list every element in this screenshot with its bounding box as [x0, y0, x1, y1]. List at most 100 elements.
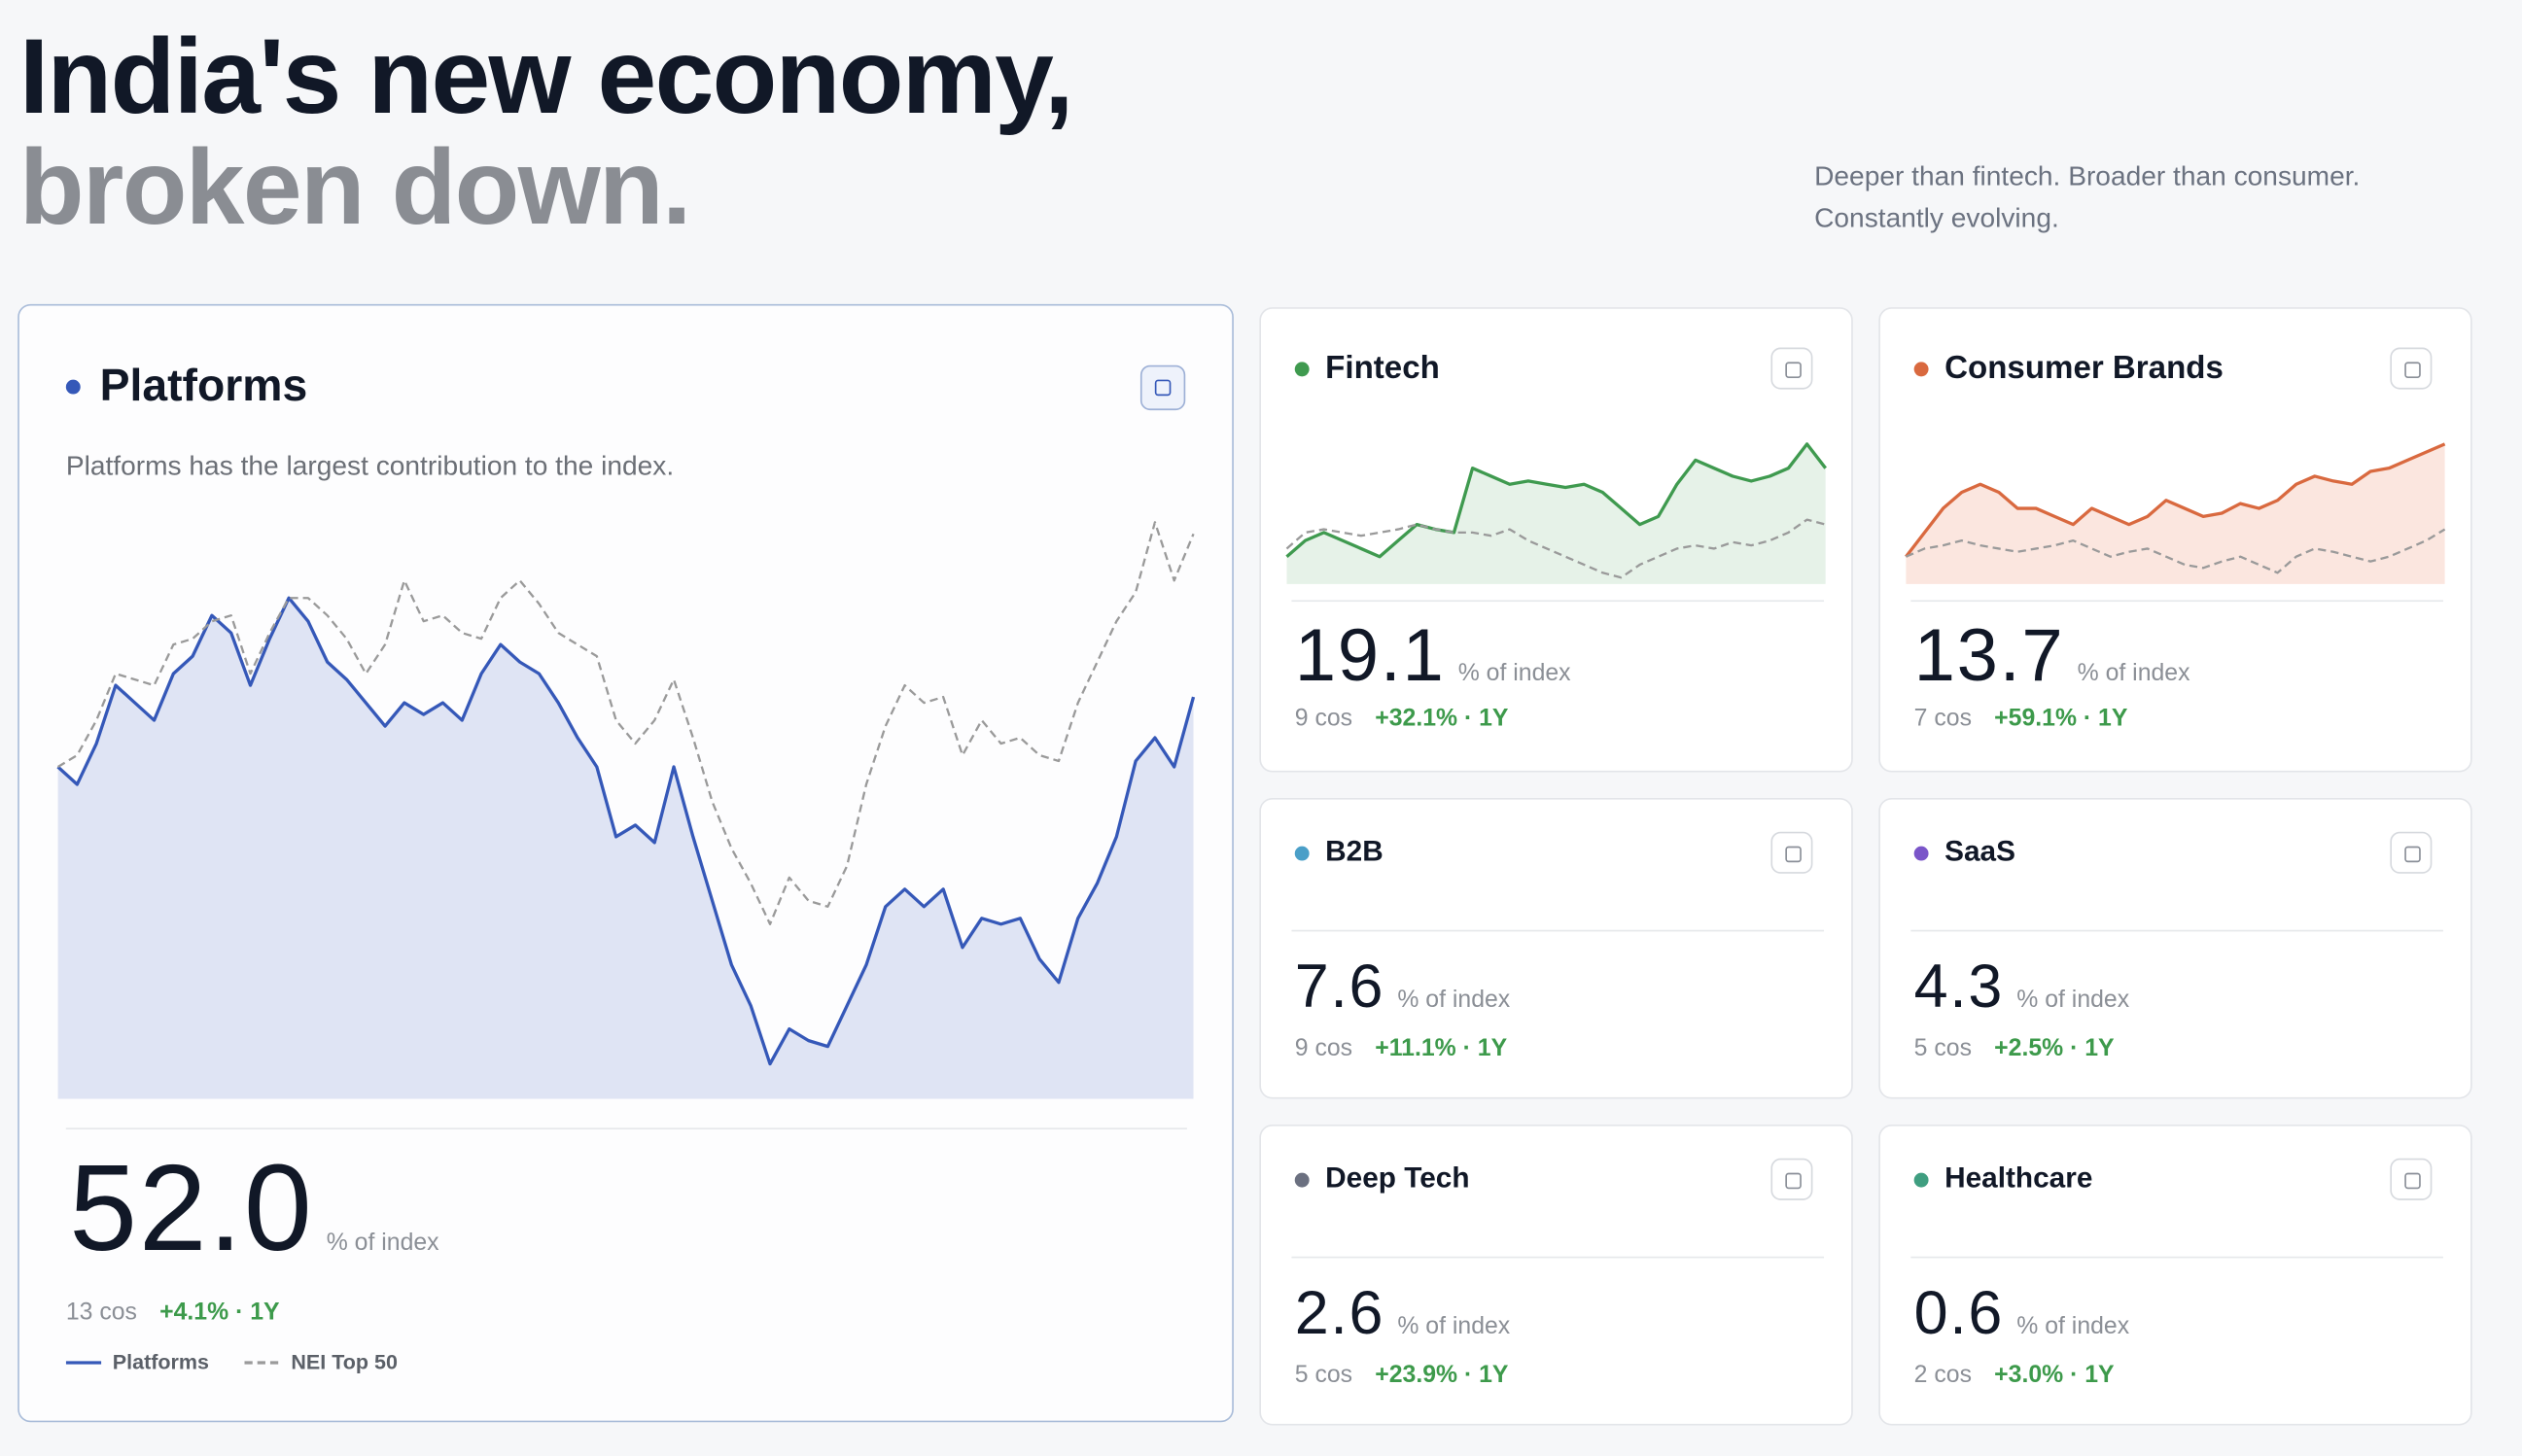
area	[1286, 443, 1826, 584]
sector-dot	[65, 379, 81, 395]
share-row: 19.1 % of index	[1295, 611, 1571, 698]
expand-button[interactable]	[2390, 347, 2433, 390]
change: +11.1% · 1Y	[1375, 1034, 1508, 1062]
share-value: 0.6	[1913, 1280, 2005, 1349]
tagline: Constantly evolving.	[1814, 202, 2059, 234]
company-count: 2 cos	[1913, 1361, 1972, 1389]
change: +32.1% · 1Y	[1375, 704, 1509, 733]
sector-dot	[1294, 846, 1310, 861]
share-value: 2.6	[1294, 1280, 1385, 1349]
series-line	[56, 596, 1196, 1066]
share-value: 4.3	[1913, 953, 2005, 1023]
area	[57, 598, 1194, 1099]
stats-row: 9 cos +32.1% · 1Y	[1295, 705, 1509, 732]
stats-row: 13 cos +4.1% · 1Y	[66, 1299, 280, 1326]
sector-card[interactable]: Consumer Brands 13.7 % of index 7 cos +59.1%…	[1878, 307, 2472, 773]
expand-button[interactable]	[2390, 831, 2433, 874]
featured-card[interactable]: Platforms Platforms has the largest contr…	[18, 303, 1234, 1423]
stats-row: 2 cos +3.0% · 1Y	[1914, 1361, 2115, 1388]
legend-swatch	[65, 1360, 102, 1364]
series-line	[1285, 442, 1827, 559]
change: +59.1% · 1Y	[1994, 704, 2128, 733]
legend: Platforms NEI Top 50	[65, 1349, 398, 1374]
sector-name: SaaS	[1944, 835, 2015, 868]
sector-card[interactable]: SaaS 4.3 % of index 5 cos +2.5% · 1Y	[1878, 798, 2472, 1099]
expand-button[interactable]	[1770, 347, 1813, 390]
share-row: 2.6 % of index	[1295, 1281, 1510, 1350]
benchmark-line	[1905, 528, 2446, 574]
change: +4.1% · 1Y	[159, 1298, 280, 1326]
share-row: 52.0 % of index	[69, 1139, 438, 1279]
sector-card[interactable]: Deep Tech 2.6 % of index 5 cos +23.9% · 1Y	[1259, 1125, 1853, 1426]
stats-row: 5 cos +2.5% · 1Y	[1914, 1034, 2115, 1061]
company-count: 9 cos	[1294, 704, 1353, 733]
chart	[1285, 442, 1827, 584]
expand-button[interactable]	[1139, 364, 1186, 411]
sector-dot	[1294, 1172, 1310, 1188]
change: +2.5% · 1Y	[1994, 1034, 2115, 1062]
series-line	[1905, 442, 2446, 558]
divider	[1291, 600, 1825, 603]
divider	[1291, 929, 1825, 932]
sector-name: Platforms	[99, 360, 308, 411]
share-unit: % of index	[1397, 986, 1511, 1014]
sector-dot	[1913, 362, 1929, 377]
headline: broken down.	[18, 126, 692, 247]
share-row: 13.7 % of index	[1914, 611, 2190, 698]
sector-name: Deep Tech	[1325, 1161, 1470, 1195]
sector-dot	[1913, 846, 1929, 861]
divider	[65, 1127, 1187, 1129]
legend-label: NEI Top 50	[291, 1349, 398, 1374]
company-count: 5 cos	[1913, 1034, 1972, 1062]
expand-button[interactable]	[2390, 1158, 2433, 1200]
share-unit: % of index	[1397, 1312, 1511, 1340]
stats-row: 5 cos +23.9% · 1Y	[1295, 1361, 1509, 1388]
stats-row: 9 cos +11.1% · 1Y	[1295, 1034, 1507, 1061]
chart	[1905, 442, 2446, 584]
sector-card[interactable]: Fintech 19.1 % of index 9 cos +32.1% · 1Y	[1259, 307, 1853, 773]
share-value: 52.0	[69, 1140, 314, 1278]
sector-name: Consumer Brands	[1944, 350, 2224, 387]
headline: India's new economy,	[18, 16, 1074, 136]
chart	[56, 521, 1196, 1099]
share-value: 13.7	[1913, 612, 2065, 697]
sector-dot	[1913, 1172, 1929, 1188]
share-row: 7.6 % of index	[1295, 954, 1510, 1023]
share-unit: % of index	[2016, 1312, 2130, 1340]
company-count: 13 cos	[65, 1298, 137, 1326]
share-unit: % of index	[1457, 659, 1571, 687]
divider	[1910, 1256, 2443, 1259]
divider	[1910, 600, 2443, 603]
company-count: 7 cos	[1913, 704, 1972, 733]
company-count: 5 cos	[1294, 1361, 1353, 1389]
expand-button[interactable]	[1770, 1158, 1813, 1200]
stats-row: 7 cos +59.1% · 1Y	[1914, 705, 2128, 732]
share-unit: % of index	[326, 1229, 439, 1257]
divider	[1291, 1256, 1825, 1259]
sector-name: B2B	[1325, 835, 1384, 868]
sector-card[interactable]: Healthcare 0.6 % of index 2 cos +3.0% · 1Y	[1878, 1125, 2472, 1426]
sector-name: Fintech	[1325, 350, 1440, 387]
share-row: 0.6 % of index	[1914, 1281, 2129, 1350]
share-value: 19.1	[1294, 612, 1446, 697]
divider	[1910, 929, 2443, 932]
sector-dot	[1294, 362, 1310, 377]
change: +23.9% · 1Y	[1375, 1361, 1509, 1389]
benchmark-line	[1285, 518, 1826, 579]
share-unit: % of index	[2016, 986, 2130, 1014]
sector-description: Platforms has the largest contribution t…	[65, 450, 675, 481]
company-count: 9 cos	[1294, 1034, 1353, 1062]
share-row: 4.3 % of index	[1914, 954, 2129, 1023]
sector-card[interactable]: B2B 7.6 % of index 9 cos +11.1% · 1Y	[1259, 798, 1853, 1099]
benchmark-line	[56, 521, 1195, 925]
sector-name: Healthcare	[1944, 1161, 2093, 1195]
area	[1906, 443, 2445, 584]
share-value: 7.6	[1294, 953, 1385, 1023]
expand-button[interactable]	[1770, 831, 1813, 874]
change: +3.0% · 1Y	[1994, 1361, 2115, 1389]
legend-swatch	[244, 1360, 280, 1364]
legend-label: Platforms	[112, 1349, 210, 1374]
